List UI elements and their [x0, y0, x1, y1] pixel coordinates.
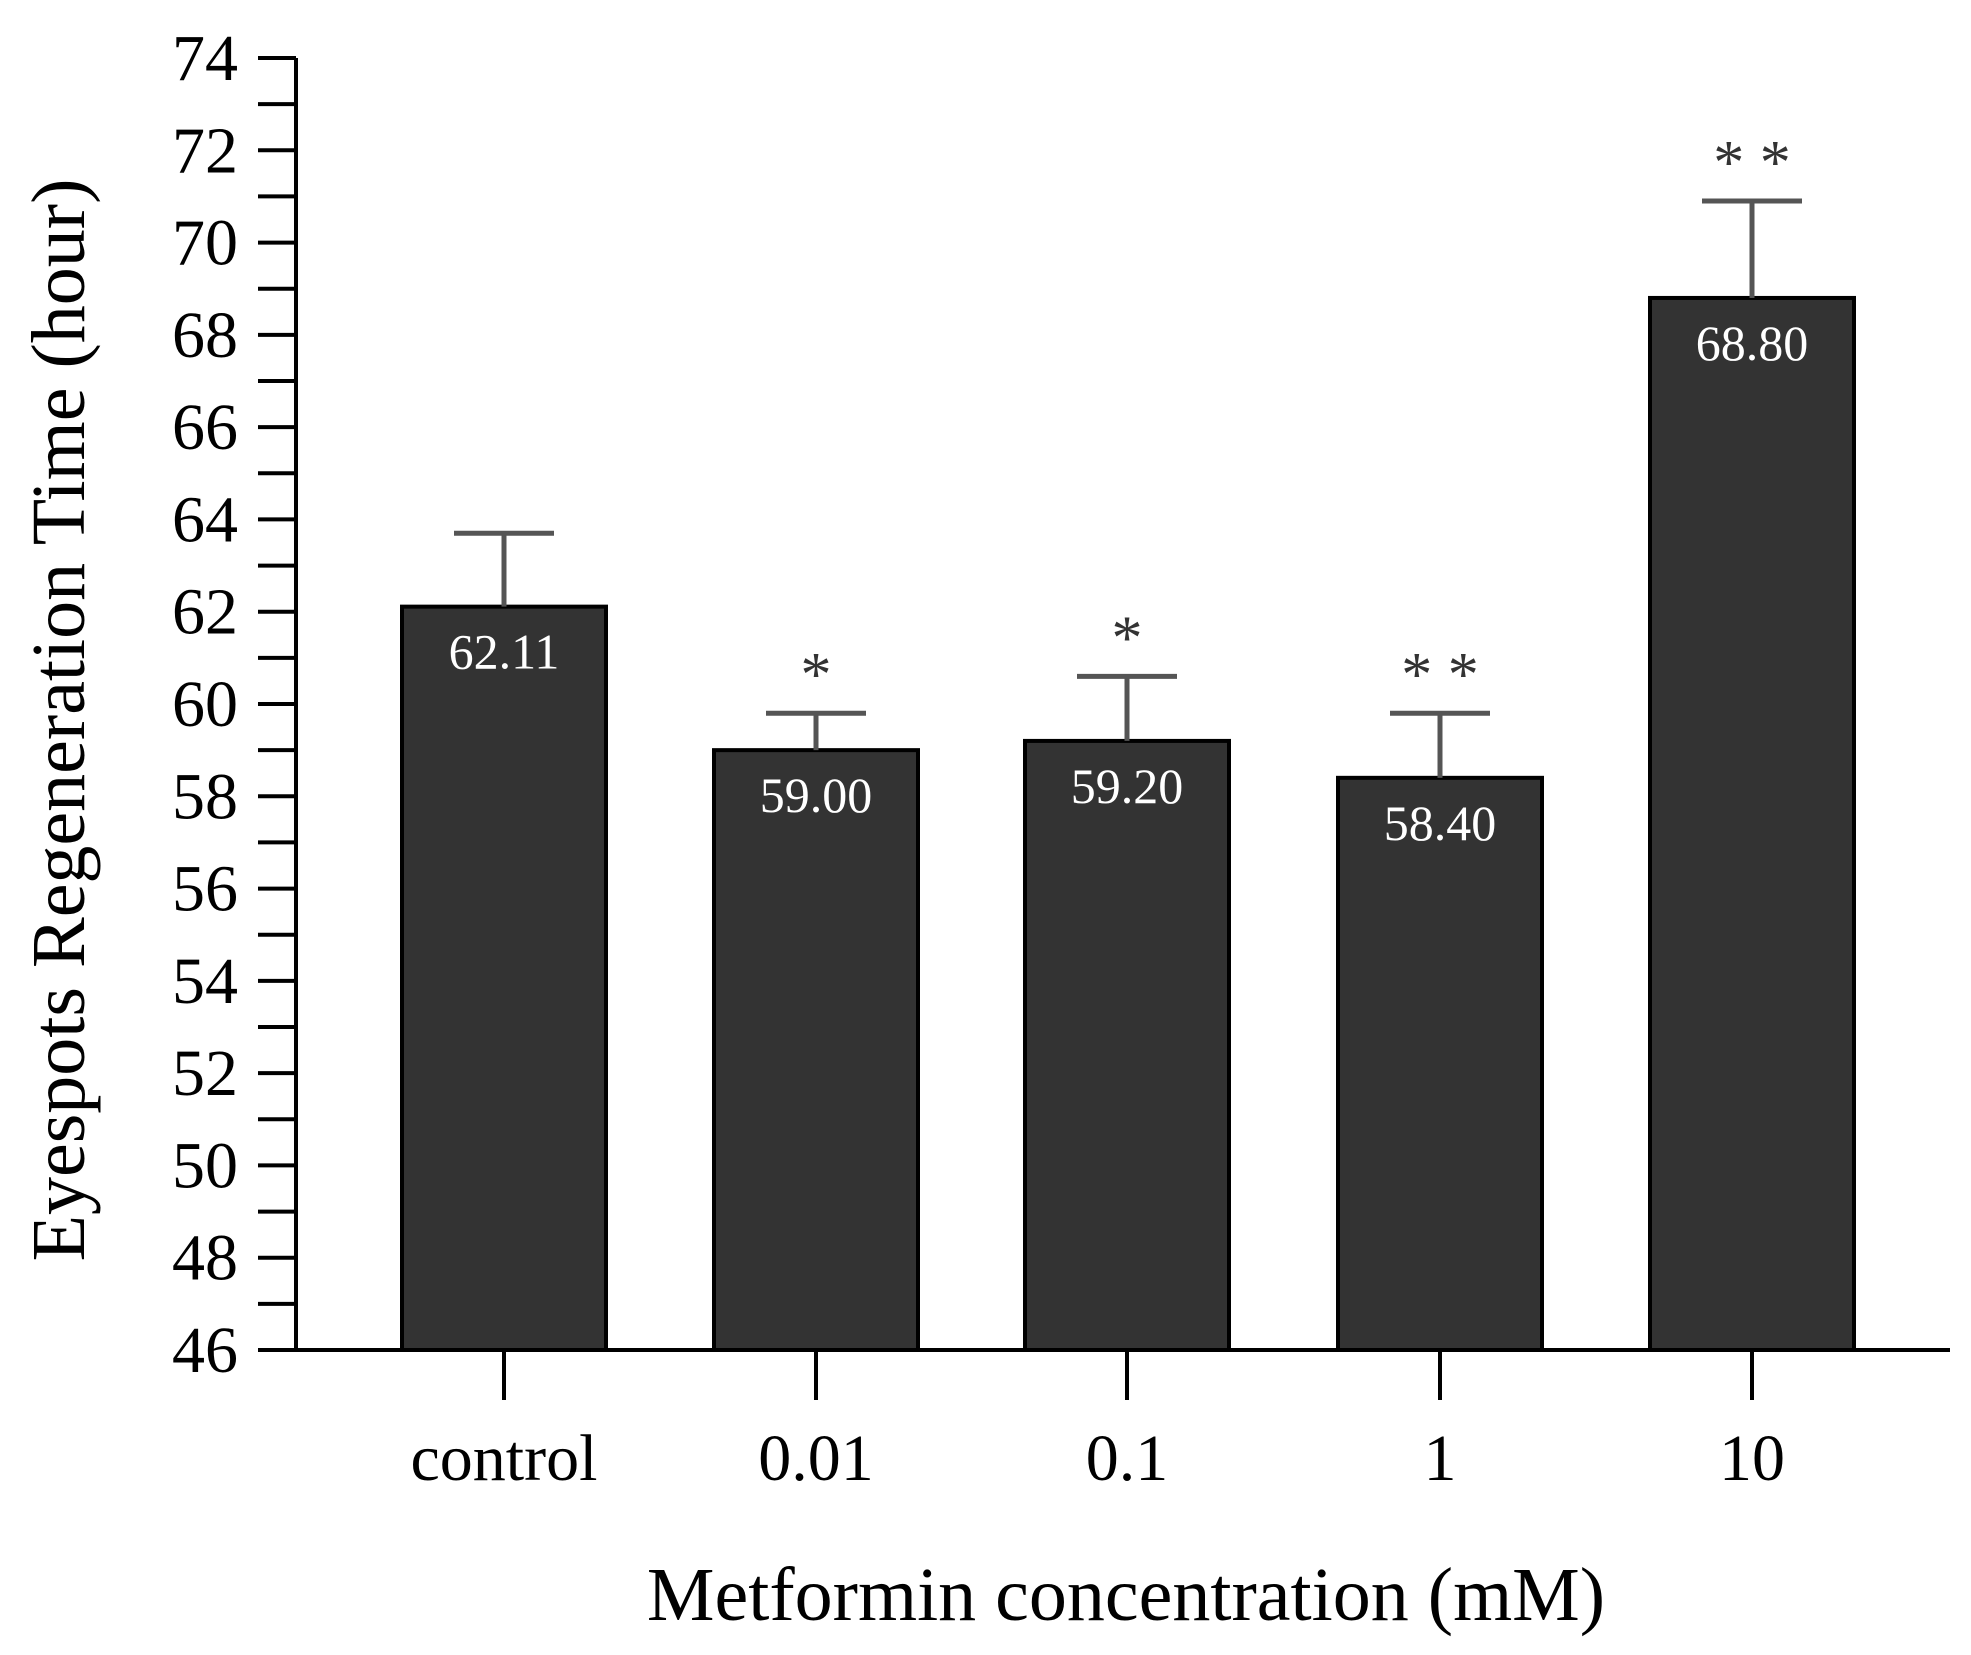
x-tick-label: 10 [1719, 1422, 1785, 1495]
y-tick-label: 64 [172, 483, 238, 556]
bar [1023, 738, 1231, 1352]
bar [712, 748, 920, 1352]
y-axis-title: Eyespots Regeneration Time (hour) [17, 179, 101, 1262]
x-tick-label: control [411, 1422, 598, 1495]
bar-value-label: 59.00 [760, 767, 873, 823]
bars [400, 295, 1856, 1352]
error-bars [454, 198, 1802, 778]
y-tick-label: 74 [172, 22, 238, 95]
y-tick-label: 50 [172, 1129, 238, 1202]
y-tick-label: 58 [172, 760, 238, 833]
x-axis-title: Metformin concentration (mM) [647, 1553, 1605, 1637]
bar [1336, 775, 1544, 1352]
bar-value-label: 62.11 [449, 624, 560, 680]
y-tick-label: 48 [172, 1222, 238, 1295]
significance-marker: * * [1713, 129, 1791, 197]
bar [400, 604, 608, 1352]
y-tick-label: 70 [172, 207, 238, 280]
bar-value-label: 58.40 [1384, 795, 1497, 851]
y-tick-label: 68 [172, 299, 238, 372]
y-tick-label: 66 [172, 391, 238, 464]
significance-marker: * [801, 641, 832, 709]
bar-value-labels: 62.11 59.00 59.20 58.40 68.80 [449, 315, 1809, 851]
x-tick-label: 0.01 [758, 1422, 874, 1495]
significance-marker: * * [1401, 641, 1479, 709]
x-tick-label: 1 [1424, 1422, 1457, 1495]
y-axis: 46 48 50 52 54 56 58 60 62 64 66 68 70 72 74 [172, 22, 298, 1387]
y-tick-label: 56 [172, 853, 238, 926]
y-tick-label: 62 [172, 576, 238, 649]
y-tick-label: 72 [172, 114, 238, 187]
bar-value-label: 68.80 [1696, 315, 1809, 371]
y-tick-label: 52 [172, 1037, 238, 1110]
significance-markers: * * * * * * [801, 129, 1791, 709]
significance-marker: * [1112, 604, 1143, 672]
x-axis: control 0.01 0.1 1 10 [294, 1348, 1950, 1495]
y-tick-label: 46 [172, 1314, 238, 1387]
bar-value-label: 59.20 [1071, 758, 1184, 814]
bar [1648, 295, 1856, 1352]
y-tick-label: 60 [172, 668, 238, 741]
x-tick-label: 0.1 [1086, 1422, 1169, 1495]
y-tick-label: 54 [172, 945, 238, 1018]
